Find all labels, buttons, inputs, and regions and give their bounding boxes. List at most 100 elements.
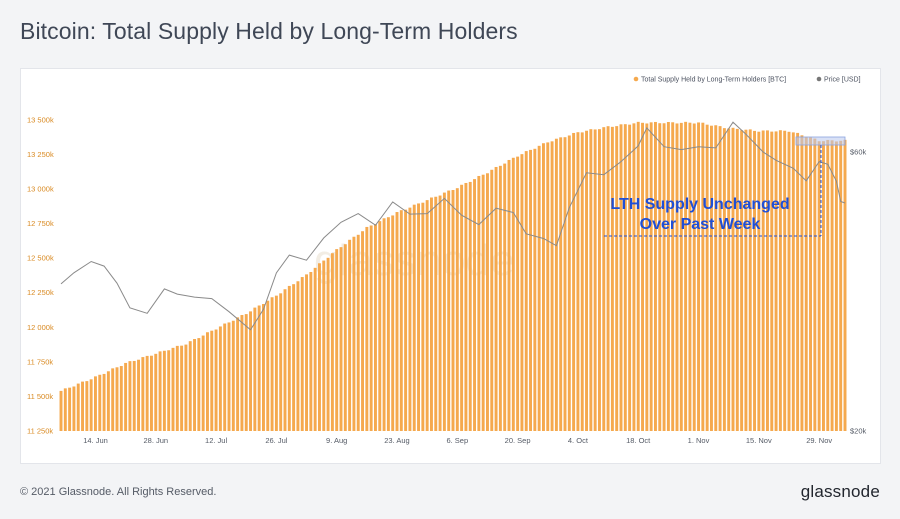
lth-bar <box>705 124 709 432</box>
lth-bar <box>774 131 778 431</box>
lth-bar <box>783 130 787 432</box>
lth-bar <box>636 121 640 431</box>
lth-bar <box>770 131 774 431</box>
lth-bar <box>132 360 136 431</box>
lth-bar <box>679 122 683 431</box>
lth-bar <box>834 141 838 431</box>
price-line <box>60 121 846 331</box>
lth-bar <box>145 355 149 431</box>
lth-bar <box>262 304 265 431</box>
lth-bar <box>731 127 735 432</box>
lth-bar <box>425 200 429 431</box>
lth-bar <box>76 383 80 431</box>
lth-bar <box>576 132 580 431</box>
lth-bar <box>94 376 97 431</box>
lth-bar <box>550 141 554 431</box>
lth-bar <box>675 123 679 431</box>
lth-bar <box>813 138 817 431</box>
y-left-tick-label: 12 750k <box>27 219 54 228</box>
lth-bar <box>137 359 140 431</box>
x-tick-label: 4. Oct <box>568 436 589 445</box>
lth-bar <box>279 293 283 431</box>
lth-bar <box>800 135 804 431</box>
lth-bar <box>404 209 408 431</box>
chart-legend: Total Supply Held by Long-Term Holders [… <box>633 77 861 84</box>
lth-bar <box>511 157 515 431</box>
left-axis: 11 250k 11 500k 11 750k 12 000k 12 250k 12 50… <box>27 115 54 435</box>
lth-bar <box>274 295 278 431</box>
y-right-tick-label: $60k <box>850 148 867 157</box>
lth-bar <box>559 137 563 431</box>
lth-bar <box>464 182 468 431</box>
lth-bar <box>524 151 528 431</box>
x-axis: 14. Jun 28. Jun 12. Jul 26. Jul 9. Aug 23. Au… <box>83 436 832 445</box>
lth-bar <box>162 350 166 431</box>
lth-bar <box>662 123 666 431</box>
y-left-tick-label: 13 500k <box>27 115 54 124</box>
legend-label-lth[interactable]: Total Supply Held by Long-Term Holders [… <box>641 77 786 84</box>
x-tick-label: 18. Oct <box>626 436 651 445</box>
x-tick-label: 9. Aug <box>326 436 347 445</box>
lth-bar <box>68 387 72 431</box>
lth-bar <box>455 188 459 431</box>
lth-bar <box>610 126 614 431</box>
y-left-tick-label: 12 000k <box>27 323 54 332</box>
lth-bar <box>619 124 623 431</box>
lth-bar <box>322 260 326 431</box>
chart-svg: glassnode LTH Supply Unchanged Over Past… <box>27 77 867 446</box>
lth-bar <box>757 131 761 431</box>
lth-bar <box>791 132 795 431</box>
lth-bar <box>361 231 364 431</box>
y-left-tick-label: 11 250k <box>27 427 53 436</box>
lth-bar <box>102 373 106 431</box>
annotation-line-2: Over Past Week <box>640 216 761 233</box>
lth-bar <box>391 215 395 431</box>
lth-bar <box>451 190 455 431</box>
lth-bar <box>167 350 171 431</box>
lth-bar <box>615 126 619 431</box>
lth-bar <box>171 347 175 431</box>
lth-bar <box>81 381 84 431</box>
lth-bar <box>442 192 446 431</box>
lth-bar <box>593 129 597 431</box>
lth-bar <box>249 311 252 431</box>
lth-bar <box>787 131 791 431</box>
lth-bar <box>218 326 222 431</box>
annotation-line-1: LTH Supply Unchanged <box>610 196 789 213</box>
lth-bar <box>710 125 713 431</box>
lth-bar <box>111 368 115 431</box>
y-left-tick-label: 13 000k <box>27 185 54 194</box>
lth-bar <box>106 371 110 431</box>
lth-bar <box>473 179 476 431</box>
lth-bar <box>150 355 153 431</box>
lth-bar <box>287 285 291 431</box>
lth-bar <box>236 317 240 431</box>
lth-bar <box>214 329 218 431</box>
lth-bar <box>240 315 244 431</box>
lth-bar <box>270 297 274 431</box>
lth-bar <box>89 379 93 431</box>
lth-bar <box>72 386 76 431</box>
lth-bar <box>365 226 369 431</box>
lth-bar <box>718 126 722 431</box>
y-right-tick-label: $20k <box>850 427 867 436</box>
lth-bar <box>490 169 494 431</box>
last-week-highlight <box>795 136 846 146</box>
legend-label-price[interactable]: Price [USD] <box>824 77 861 84</box>
lth-bar <box>598 129 601 431</box>
lth-bar <box>486 173 489 431</box>
y-left-tick-label: 12 250k <box>27 288 54 297</box>
lth-bar <box>602 127 606 432</box>
lth-bar <box>585 130 588 432</box>
lth-bar <box>313 267 317 431</box>
lth-bar <box>701 122 705 431</box>
lth-bar <box>537 145 541 431</box>
lth-bar <box>223 323 227 431</box>
lth-bar <box>141 357 145 431</box>
lth-bar <box>529 149 532 431</box>
lth-bar <box>753 130 756 431</box>
lth-bar <box>227 322 231 431</box>
lth-bar <box>374 224 377 431</box>
lth-bar <box>567 135 571 431</box>
lth-bar <box>382 218 386 431</box>
